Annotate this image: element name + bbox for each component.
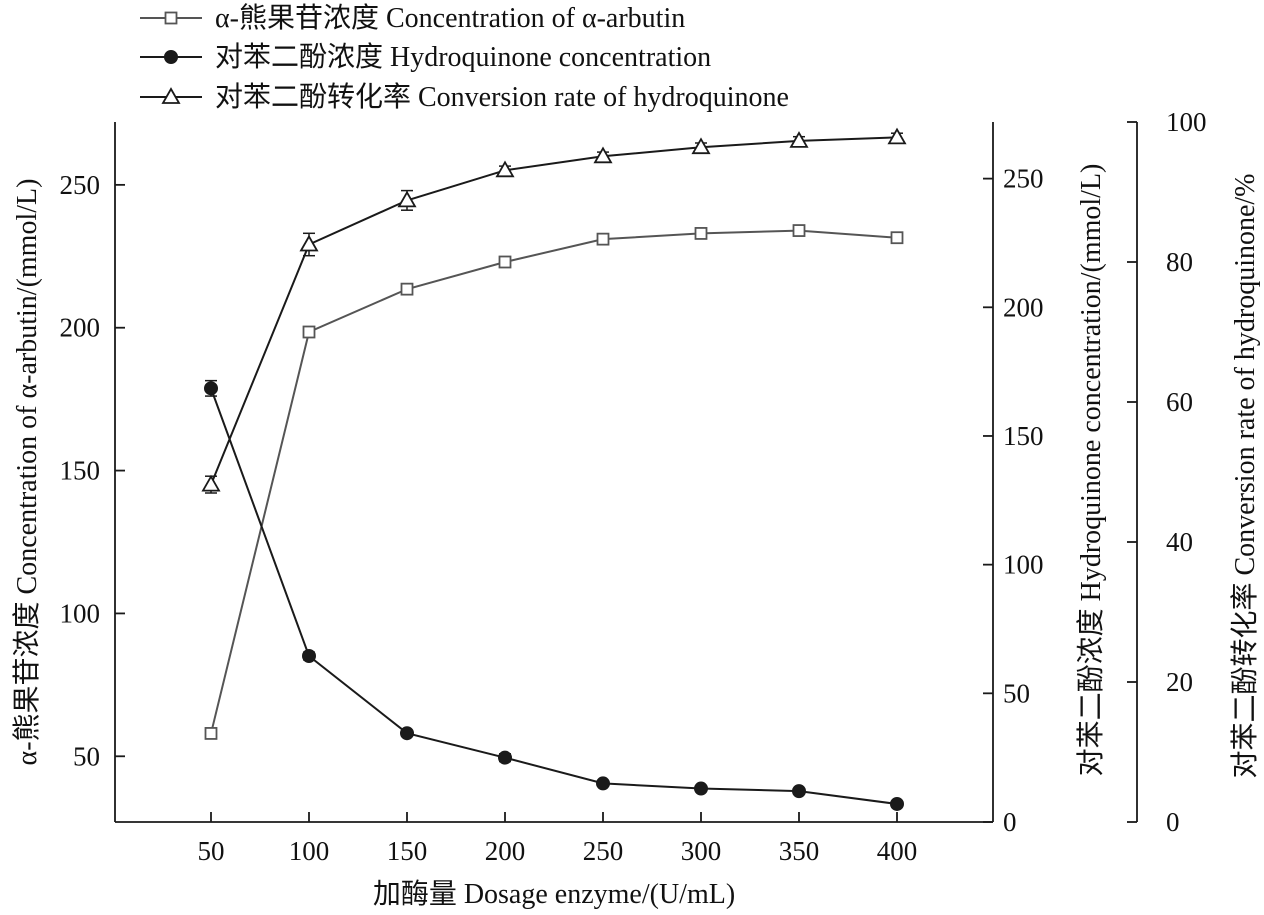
data-point	[593, 146, 613, 164]
series-line	[210, 388, 898, 805]
y-right1-tick-label: 200	[1003, 292, 1044, 322]
data-point	[890, 231, 904, 245]
y-right1-axis-title: 对苯二酚浓度 Hydroquinone concentration/(mmol/…	[1075, 164, 1107, 777]
x-tick-label: 300	[681, 836, 722, 866]
legend-label: 对苯二酚浓度 Hydroquinone concentration	[215, 41, 711, 73]
data-point	[302, 649, 316, 664]
y-right1-tick-label: 100	[1003, 550, 1044, 580]
data-point	[694, 227, 708, 240]
legend-item-2: 对苯二酚浓度 Hydroquinone concentration	[140, 41, 711, 73]
y-right2-tick-label: 0	[1166, 807, 1180, 837]
y-right2-axis-title: 对苯二酚转化率 Conversion rate of hydroquinone/…	[1229, 173, 1261, 778]
data-point	[789, 131, 809, 148]
series-1	[204, 224, 904, 740]
data-point	[495, 160, 515, 178]
data-point	[596, 776, 610, 791]
data-point	[201, 474, 221, 492]
data-point	[299, 234, 319, 252]
y-right1-tick-label: 50	[1003, 678, 1030, 708]
data-point	[792, 224, 806, 237]
data-point	[596, 232, 610, 246]
series-2	[204, 379, 904, 811]
series-3	[201, 127, 907, 494]
data-point	[890, 796, 904, 811]
legend-item-1: α-熊果苷浓度 Concentration of α-arbutin	[140, 2, 685, 34]
data-point	[302, 325, 316, 339]
x-axis-title: 加酶量 Dosage enzyme/(U/mL)	[373, 878, 735, 910]
y-right1-tick-label: 250	[1003, 164, 1044, 194]
y-left-tick-label: 50	[73, 741, 100, 771]
y-right2-tick-label: 40	[1166, 527, 1193, 557]
data-point	[498, 255, 512, 269]
y-right2-tick-label: 80	[1166, 247, 1193, 277]
legend-item-3: 对苯二酚转化率 Conversion rate of hydroquinone	[140, 81, 789, 113]
y-right2-tick-label: 20	[1166, 667, 1193, 697]
x-tick-label: 200	[485, 836, 526, 866]
x-tick-label: 50	[198, 836, 225, 866]
data-point	[204, 727, 218, 740]
y-left-tick-label: 100	[60, 598, 101, 628]
legend: α-熊果苷浓度 Concentration of α-arbutin 对苯二酚浓度…	[140, 2, 789, 113]
x-tick-label: 100	[289, 836, 330, 866]
legend-label: 对苯二酚转化率 Conversion rate of hydroquinone	[215, 81, 789, 113]
data-point	[498, 750, 512, 765]
y-right2-tick-label: 100	[1166, 107, 1207, 137]
y-right1-tick-label: 0	[1003, 807, 1017, 837]
y-left-tick-label: 150	[60, 456, 101, 486]
data-point	[397, 190, 417, 208]
data-point	[694, 781, 708, 796]
y-left-tick-label: 200	[60, 313, 101, 343]
legend-label: α-熊果苷浓度 Concentration of α-arbutin	[215, 2, 685, 34]
x-tick-label: 250	[583, 836, 624, 866]
data-point	[792, 784, 806, 799]
x-tick-label: 350	[779, 836, 820, 866]
series-line	[210, 136, 898, 485]
data-point	[887, 127, 907, 145]
legend-marker	[161, 87, 181, 104]
y-right2-tick-label: 60	[1166, 387, 1193, 417]
y-left-axis-title: α-熊果苷浓度 Concentration of α-arbutin/(mmol…	[11, 179, 43, 766]
data-point	[400, 726, 414, 741]
legend-marker	[164, 50, 178, 64]
y-left-tick-label: 250	[60, 170, 101, 200]
data-point	[400, 282, 414, 296]
series-line	[210, 229, 898, 734]
legend-marker	[164, 11, 178, 25]
x-tick-label: 150	[387, 836, 428, 866]
x-tick-label: 400	[877, 836, 918, 866]
data-point	[691, 137, 711, 155]
series-layer	[201, 127, 907, 811]
data-point	[204, 381, 218, 396]
y-right1-tick-label: 150	[1003, 421, 1044, 451]
